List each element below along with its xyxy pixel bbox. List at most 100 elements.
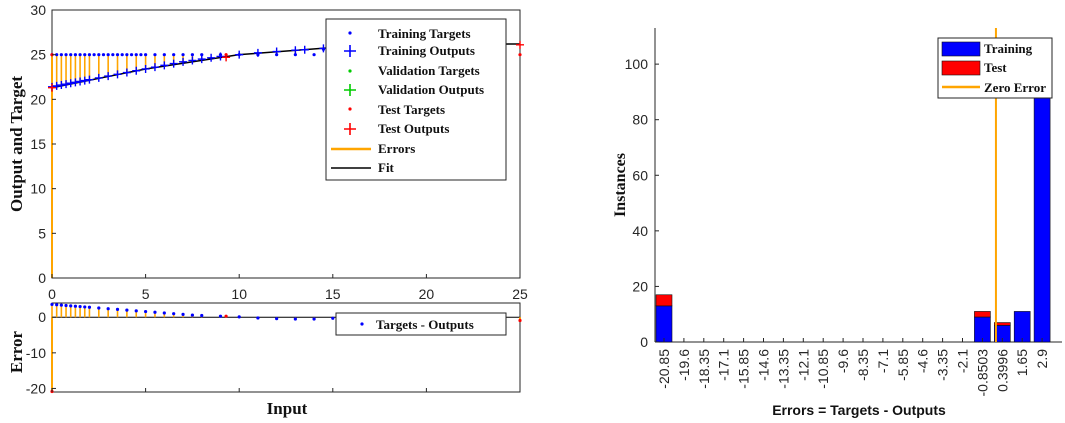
training-output-point [150,63,159,72]
training-output-point [132,66,141,75]
training-output-point [216,52,225,61]
training-output-point [57,81,66,90]
test-error-point [224,314,228,318]
training-output-point [52,81,61,90]
training-output-point [188,56,197,65]
training-target-point [69,53,73,57]
regression-legend-box [325,18,507,181]
training-output-point [207,53,216,62]
legend-label-test-targets: Test Targets [378,102,445,117]
error-plot: -20 -10 0 Error Input Targets - Outputs [7,302,522,418]
training-output-point [94,73,103,82]
histogram-x-label: Errors = Targets - Outputs [772,402,946,418]
error-histogram: -20.85 -19.6 -18.35 -17.1 -15.85 -14.6 -13.35-… [612,28,1062,418]
training-target-point [106,53,110,57]
training-output-point [300,45,309,54]
error-y-tick-label: -20 [26,380,46,396]
training-target-point [120,53,124,57]
training-output-point [122,68,131,77]
histogram-x-tick-label: -8.35 [855,349,871,381]
training-target-point [162,53,166,57]
training-output-point [113,70,122,79]
training-output-point [253,48,262,57]
training-target-point [64,53,68,57]
regression-x-tick-label: 5 [142,286,150,302]
error-point [97,306,101,310]
histogram-x-tick-label: -12.1 [795,349,811,381]
histogram-x-tick-label: -17.1 [716,349,732,381]
regression-x-tick-label: 10 [231,286,247,302]
histogram-bar-test [655,294,673,307]
error-point [312,317,316,321]
histogram-bar-test [993,322,1011,326]
training-target-point [92,53,96,57]
training-output-point [179,57,188,66]
training-target-point [78,53,82,57]
error-point [115,307,120,312]
legend-swatch-training-targets [348,31,352,35]
histogram-bar-training [1013,311,1031,343]
error-point [153,310,157,314]
legend-swatch-test-outputs [344,123,356,135]
training-target-point [111,53,115,57]
legend-label-test: Test [984,60,1007,75]
regression-x-tick-label: 20 [419,286,435,302]
histogram-x-tick-label: -7.1 [875,349,891,373]
error-point [275,317,279,321]
error-point [73,304,77,308]
training-output-point [291,46,300,55]
regression-y-tick-label: 10 [30,181,46,197]
histogram-x-tick-label: -5.85 [895,349,911,381]
error-point [87,305,92,309]
histogram-x-tick-label: -4.6 [915,349,931,373]
histogram-x-tick-label: -15.85 [736,349,752,389]
training-target-point [139,53,143,57]
legend-label-test-outputs: Test Outputs [378,121,449,136]
error-point [134,309,138,313]
training-target-point [293,53,297,57]
histogram-x-tick-label: 2.9 [1034,349,1050,369]
histogram-x-tick-label: -14.6 [756,349,772,381]
legend-label-validation-outputs: Validation Outputs [378,82,484,97]
training-target-point [129,53,134,57]
regression-marks [48,40,524,278]
error-point [69,304,73,308]
legend-label-training-outputs: Training Outputs [378,43,475,58]
training-target-point [153,53,157,57]
legend-swatch-test [941,60,981,76]
training-output-point [80,76,89,85]
regression-y-tick-label: 30 [30,2,46,18]
training-target-point [125,53,129,57]
error-point [64,303,68,308]
error-legend-box [335,312,507,336]
regression-x-tick-label: 0 [48,286,56,302]
legend-label-training-targets: Training Targets [378,26,471,41]
legend-swatch-training [941,41,981,57]
training-target-point [101,53,106,57]
test-output-point [516,40,524,49]
error-point [144,309,148,314]
error-point [162,311,166,315]
histogram-y-tick-label: 40 [632,223,648,239]
legend-swatch-validation-targets [348,69,352,73]
regression-y-tick-label: 15 [30,136,46,152]
training-output-point [197,55,206,64]
error-point [190,313,194,317]
histogram-x-tick-label: -19.6 [676,349,692,381]
error-y-tick-label: -10 [26,345,46,361]
legend-label-validation-targets: Validation Targets [378,63,480,78]
training-output-point [235,50,244,59]
training-output-point [66,79,75,88]
error-point [181,312,185,316]
legend-swatch-training-outputs [344,45,356,57]
histogram-x-tick-label: -2.1 [955,349,971,373]
regression-y-tick-label: 0 [38,270,46,286]
training-output-point [62,80,71,89]
regression-legend: Training Targets Training Outputs Valida… [325,18,507,181]
error-point [218,314,223,318]
training-target-point [59,53,63,57]
error-point [125,308,129,312]
histogram-y-tick-label: 0 [640,334,648,350]
histogram-x-tick-label: -3.35 [935,349,951,381]
